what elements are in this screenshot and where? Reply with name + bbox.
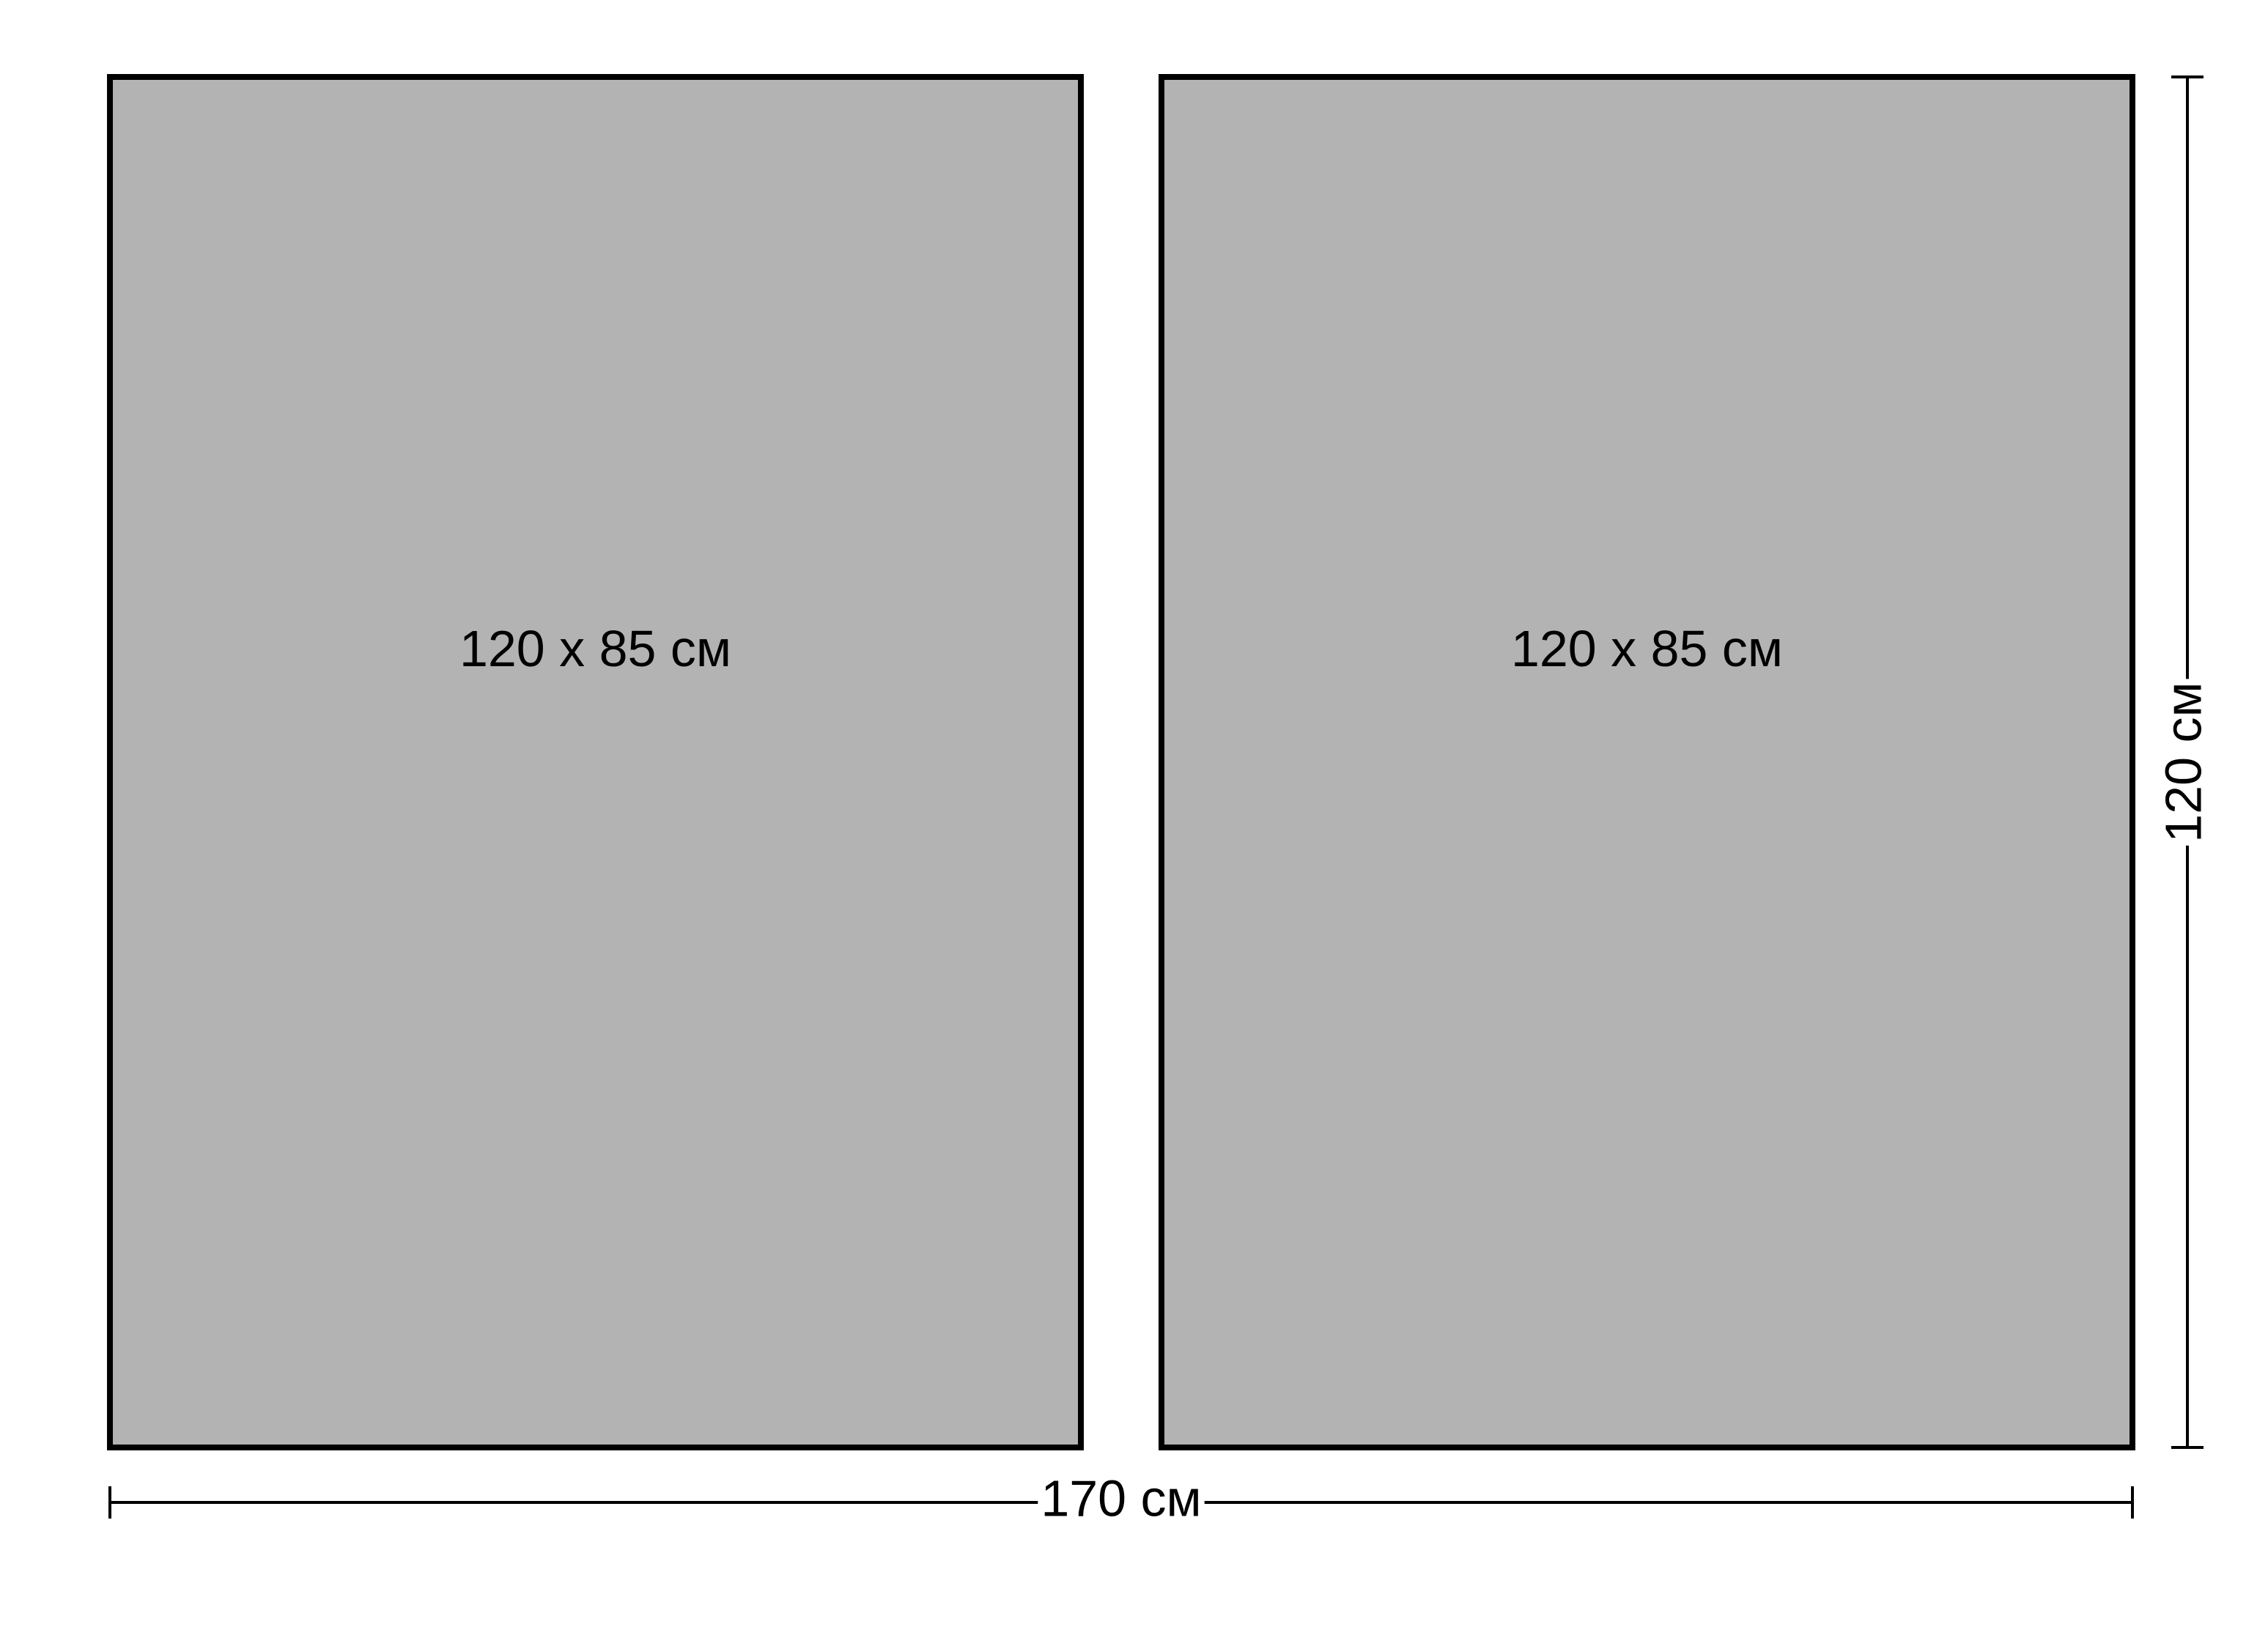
panel-right [1161, 77, 2132, 1447]
panel-left [110, 77, 1081, 1447]
width-dim-label: 170 см [1041, 1469, 1201, 1527]
panel-left-label: 120 х 85 см [459, 620, 731, 677]
panel-right-label: 120 х 85 см [1511, 620, 1783, 677]
height-dim-label: 120 см [2154, 682, 2212, 842]
diagram-svg: 120 х 85 см 120 х 85 см 170 см 120 см [0, 0, 2268, 1649]
dimension-diagram: 120 х 85 см 120 х 85 см 170 см 120 см [0, 0, 2268, 1649]
